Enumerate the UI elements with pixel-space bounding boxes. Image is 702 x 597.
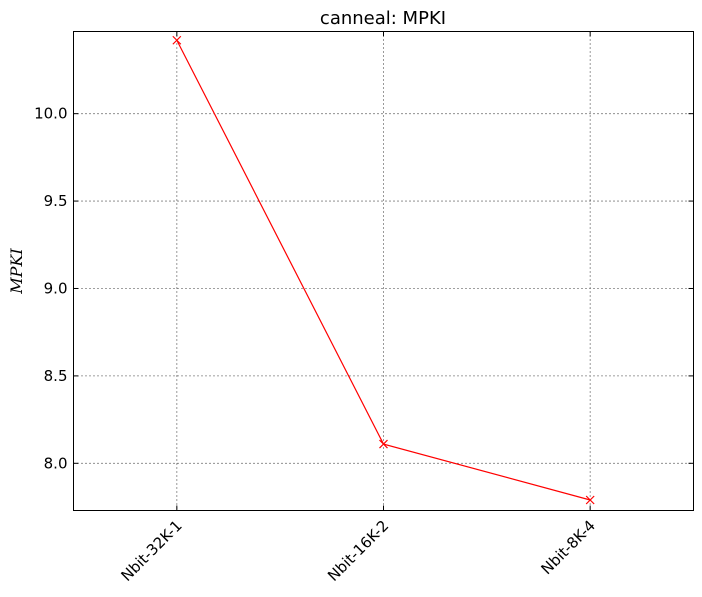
y-tick-label: 9.5 xyxy=(44,192,68,210)
x-tick-label: Nbit-32K-1 xyxy=(117,517,185,585)
y-axis-label: MPKI xyxy=(7,248,26,295)
y-tick-label: 8.0 xyxy=(44,454,68,472)
grid-layer xyxy=(73,31,694,511)
data-point-marker xyxy=(379,439,388,449)
ticks-layer: 8.0 8.5 9.0 9.5 10.0 Nbit-32K-1 Nbit-16K-2 Nbit… xyxy=(34,31,694,585)
marker-stroke xyxy=(585,495,595,505)
plot-frame xyxy=(73,31,694,511)
y-tick-label: 10.0 xyxy=(34,105,67,123)
series-line xyxy=(176,39,591,501)
marker-stroke xyxy=(172,35,182,45)
y-tick-label: 8.5 xyxy=(44,367,68,385)
y-tick-label: 9.0 xyxy=(44,279,68,297)
marker-stroke xyxy=(379,439,388,449)
chart-title: canneal: MPKI xyxy=(320,8,446,29)
data-point-marker xyxy=(585,495,595,505)
x-tick-label: Nbit-8K-4 xyxy=(537,517,598,578)
data-point-marker xyxy=(172,35,182,45)
series-layer xyxy=(172,35,595,505)
x-tick-label: Nbit-16K-2 xyxy=(324,517,392,585)
